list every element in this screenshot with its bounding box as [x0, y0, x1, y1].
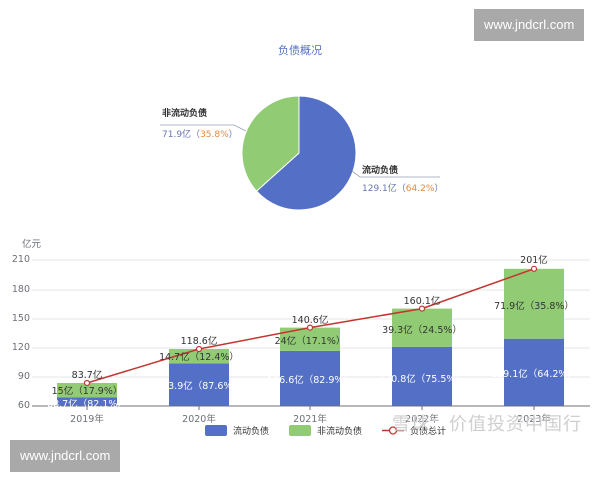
- pie-label-noncurrent-name: 非流动负债: [162, 109, 208, 119]
- pie-noncurrent-pct: 35.8%: [200, 130, 229, 140]
- total-label: 118.6亿: [180, 336, 218, 347]
- y-axis-unit: 亿元: [22, 239, 42, 250]
- bar-current-2023[interactable]: [504, 338, 564, 406]
- pie-slice-current[interactable]: [255, 95, 357, 211]
- legend-line-icon[interactable]: [382, 425, 405, 436]
- bar-current-2020[interactable]: [169, 363, 229, 406]
- pie-slice-noncurrent[interactable]: [241, 95, 300, 192]
- pie-chart: [160, 95, 440, 211]
- bar-noncurrent-label: 15亿（17.9%）: [51, 386, 123, 397]
- x-label: 2021年: [293, 414, 327, 425]
- bar-current-label: 88.7亿（82.1%）: [47, 399, 127, 410]
- pie-leader-current: [351, 170, 440, 178]
- legend-item-noncurrent[interactable]: 非流动负债: [317, 427, 363, 437]
- bar-current-label: 116.6亿（82.9%）: [267, 375, 353, 386]
- legend-item-current[interactable]: 流动负债: [233, 427, 270, 437]
- total-label: 83.7亿: [71, 370, 103, 381]
- bar-noncurrent-label: 71.9亿（35.8%）: [494, 301, 574, 312]
- total-label: 160.1亿: [403, 296, 441, 307]
- bar-current-label: 129.1亿（64.2%）: [491, 369, 577, 380]
- bar-current-label: 120.8亿（75.5%）: [379, 374, 465, 385]
- pie-label-current: 流动负债: [362, 163, 398, 176]
- pie-label-current-value: 129.1亿（64.2%）: [362, 184, 444, 194]
- legend: 流动负债 非流动负债 负债总计: [205, 424, 446, 437]
- bar-noncurrent-label: 24亿（17.1%）: [274, 336, 346, 347]
- bar-noncurrent-2019[interactable]: [57, 383, 117, 398]
- x-label: 2022年: [405, 414, 439, 425]
- bar-current-2022[interactable]: [392, 346, 452, 406]
- pie-label-noncurrent-value: 71.9亿（35.8%）: [162, 130, 238, 140]
- watermark-bottom-left: www.jndcrl.com: [10, 440, 121, 472]
- pie-label-noncurrent: 非流动负债: [162, 106, 207, 119]
- x-label: 2020年: [182, 414, 216, 425]
- total-label: 201亿: [520, 255, 548, 266]
- pie-noncurrent-amount: 71.9亿: [162, 130, 192, 140]
- bar-noncurrent-label: 14.7亿（12.4%）: [159, 352, 239, 363]
- watermark-top-right: www.jndcrl.com: [474, 9, 585, 41]
- bar-current-label: 103.9亿（87.6%）: [156, 381, 242, 392]
- bar-current-2021[interactable]: [280, 350, 340, 406]
- pie-current-pct: 64.2%: [405, 184, 435, 194]
- bar-noncurrent-2022[interactable]: [392, 308, 452, 347]
- y-tick: 120: [11, 342, 30, 353]
- total-label: 140.6亿: [291, 315, 329, 326]
- bar-noncurrent-2021[interactable]: [280, 327, 340, 351]
- xueqiu-watermark: 雪球：价值投资中国行: [392, 414, 582, 435]
- pie-leader-noncurrent: [160, 124, 247, 132]
- pie-label-current-name: 流动负债: [362, 166, 399, 176]
- bar-noncurrent-2020[interactable]: [169, 349, 229, 364]
- y-tick: 210: [11, 254, 30, 265]
- legend-swatch-noncurrent[interactable]: [289, 425, 312, 436]
- pie-chart-title: 负债概况: [278, 44, 322, 57]
- y-tick: 90: [17, 371, 30, 382]
- total-line-points: [83, 265, 538, 387]
- y-tick: 180: [11, 284, 30, 295]
- bar-current-2019[interactable]: [57, 397, 117, 407]
- x-label: 2023年: [517, 414, 551, 425]
- legend-item-total[interactable]: 负债总计: [410, 427, 447, 437]
- bar-noncurrent-2023[interactable]: [504, 268, 564, 339]
- legend-swatch-current[interactable]: [205, 425, 227, 436]
- y-tick: 150: [11, 313, 30, 324]
- x-label: 2019年: [70, 414, 104, 425]
- pie-current-amount: 129.1亿: [362, 184, 397, 194]
- bar-noncurrent-label: 39.3亿（24.5%）: [382, 325, 462, 336]
- y-tick: 60: [17, 400, 30, 411]
